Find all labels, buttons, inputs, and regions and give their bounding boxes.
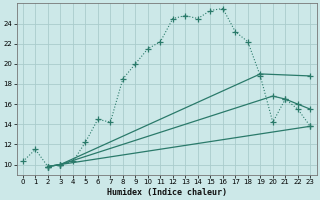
X-axis label: Humidex (Indice chaleur): Humidex (Indice chaleur)	[107, 188, 227, 197]
